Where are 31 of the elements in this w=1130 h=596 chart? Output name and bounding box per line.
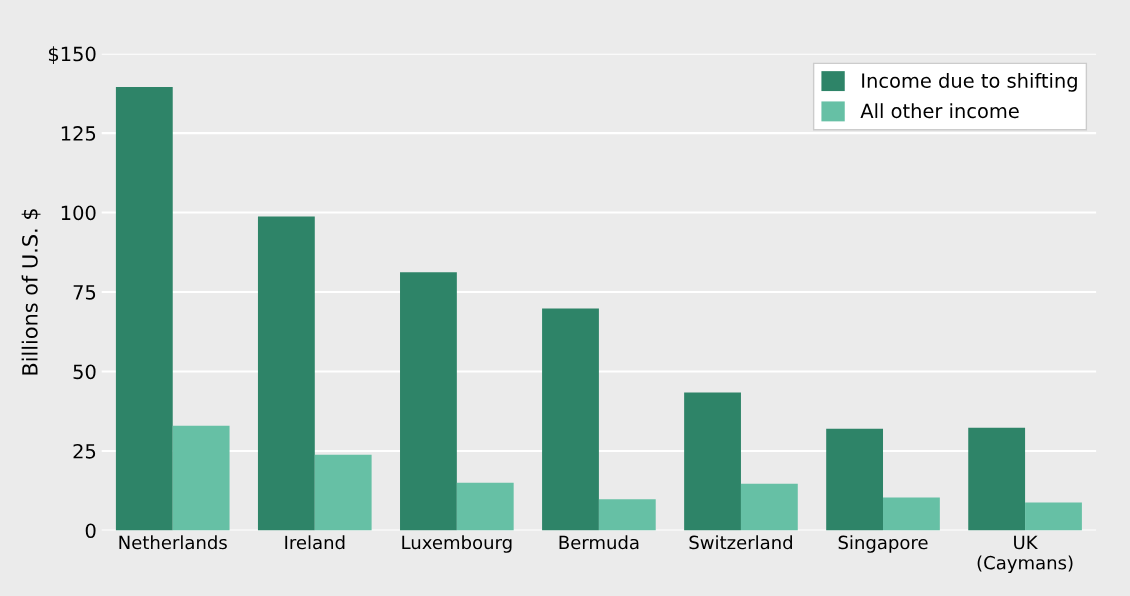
x-tick-label: UK (Caymans) — [977, 535, 1073, 573]
bar — [456, 482, 514, 531]
x-tick-label: Bermuda — [559, 535, 639, 550]
legend-label: Income due to shifting — [862, 72, 1077, 92]
bar — [968, 427, 1026, 531]
y-tick-label: $150 — [48, 46, 96, 64]
x-tick-label: Ireland — [285, 535, 345, 550]
y-tick-label: 125 — [61, 126, 96, 141]
x-tick-label: Luxembourg — [402, 535, 512, 553]
y-tick-label: 100 — [61, 205, 96, 221]
bar — [257, 216, 315, 531]
bar — [598, 499, 656, 531]
x-tick-label: Switzerland — [689, 535, 792, 550]
x-tick-label: Singapore — [838, 535, 928, 553]
bar — [740, 483, 798, 531]
y-tick-label: 50 — [73, 364, 96, 380]
bar — [883, 497, 940, 531]
bar — [115, 87, 173, 531]
y-tick-label: 25 — [73, 443, 96, 459]
bar — [400, 272, 457, 531]
legend-label: All other income — [860, 103, 1019, 119]
y-tick-label: 0 — [85, 523, 96, 539]
bar — [826, 428, 884, 531]
bar — [542, 308, 599, 531]
y-tick-label: 75 — [73, 285, 96, 300]
bar — [684, 392, 741, 531]
bar — [1025, 502, 1082, 531]
x-tick-label: Netherlands — [119, 535, 227, 550]
y-axis-title: Billions of U.S. $ — [21, 209, 41, 375]
bar — [314, 454, 372, 531]
bar — [172, 425, 230, 531]
